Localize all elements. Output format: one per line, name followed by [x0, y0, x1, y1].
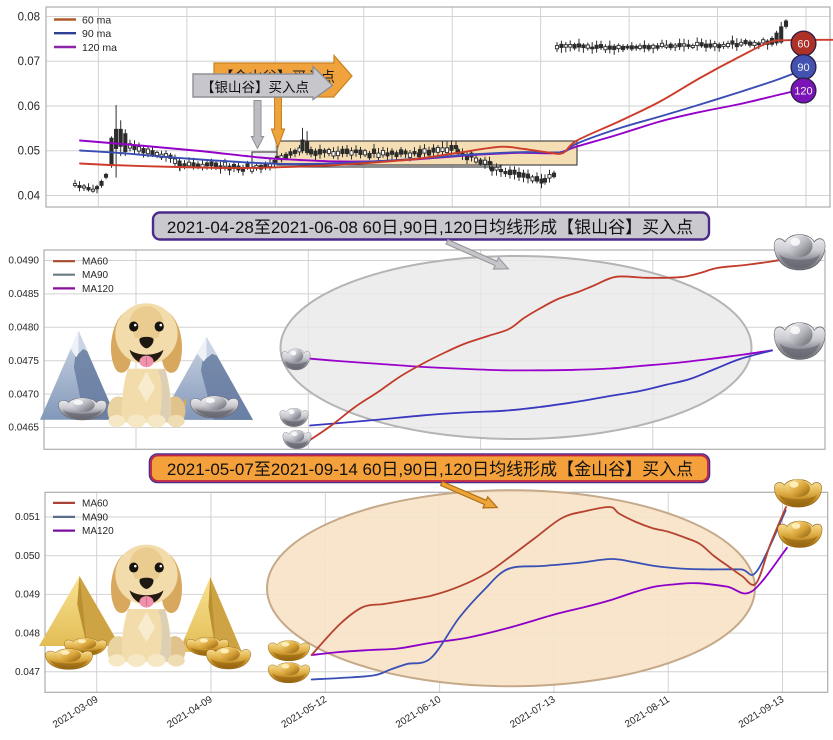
svg-text:MA60: MA60: [82, 498, 109, 509]
svg-text:0.049: 0.049: [15, 590, 40, 601]
svg-text:0.0480: 0.0480: [8, 323, 39, 334]
svg-text:60: 60: [797, 38, 809, 50]
svg-text:0.07: 0.07: [18, 56, 40, 68]
svg-text:0.08: 0.08: [18, 11, 40, 23]
svg-text:0.0490: 0.0490: [8, 256, 39, 267]
svg-text:2021-05-07至2021-09-14 60日,90日,: 2021-05-07至2021-09-14 60日,90日,120日均线形成【金…: [167, 460, 693, 479]
svg-text:120: 120: [794, 85, 812, 97]
svg-text:0.05: 0.05: [18, 146, 40, 158]
svg-text:60 ma: 60 ma: [82, 14, 111, 26]
svg-text:90 ma: 90 ma: [82, 28, 111, 40]
svg-text:0.06: 0.06: [18, 101, 40, 113]
svg-text:0.0470: 0.0470: [8, 389, 39, 400]
svg-text:MA60: MA60: [82, 257, 109, 268]
svg-text:MA120: MA120: [82, 526, 114, 537]
svg-text:0.0475: 0.0475: [8, 356, 39, 367]
svg-text:0.0465: 0.0465: [8, 423, 39, 434]
svg-text:MA120: MA120: [82, 284, 114, 295]
svg-text:【银山谷】买入点: 【银山谷】买入点: [201, 80, 309, 95]
svg-text:0.0485: 0.0485: [8, 289, 39, 300]
svg-text:MA90: MA90: [82, 512, 109, 523]
svg-text:0.047: 0.047: [15, 667, 40, 678]
svg-text:0.050: 0.050: [15, 551, 40, 562]
svg-text:2021-04-28至2021-06-08 60日,90日,: 2021-04-28至2021-06-08 60日,90日,120日均线形成【银…: [167, 218, 693, 237]
svg-text:MA90: MA90: [82, 270, 109, 281]
svg-text:90: 90: [797, 62, 809, 74]
svg-text:0.048: 0.048: [15, 628, 40, 639]
svg-text:0.04: 0.04: [18, 190, 41, 202]
svg-text:0.051: 0.051: [15, 512, 40, 523]
svg-text:120 ma: 120 ma: [82, 42, 117, 54]
